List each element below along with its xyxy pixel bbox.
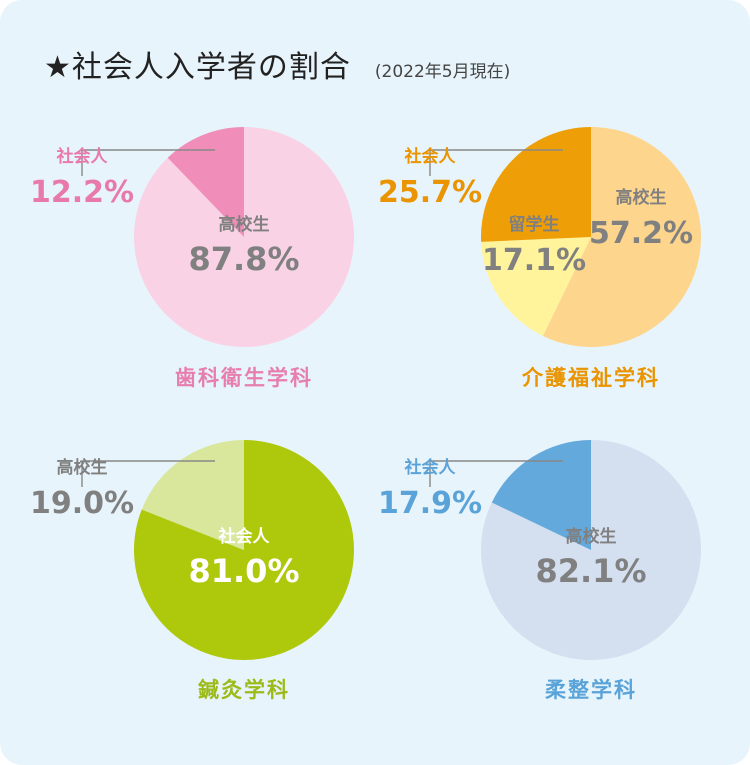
slice-label-judo-therapy-0: 高校生 <box>566 526 617 547</box>
chart-title-acupuncture: 鍼灸学科 <box>198 678 290 702</box>
chart-title-judo-therapy: 柔整学科 <box>545 678 637 702</box>
pie-slice-dental-hygiene-0 <box>134 127 355 347</box>
leader-line-judo-therapy <box>429 460 563 487</box>
slice-label-care-welfare-0: 高校生 <box>616 187 667 208</box>
slice-label-care-welfare-2: 社会人 <box>404 146 457 167</box>
slice-value-judo-therapy-1: 17.9% <box>378 486 482 521</box>
slice-label-care-welfare-1: 留学生 <box>509 214 560 235</box>
title-date: (2022年5月現在) <box>374 62 511 82</box>
leader-line-dental-hygiene <box>81 149 215 176</box>
slice-value-dental-hygiene-1: 12.2% <box>30 175 134 210</box>
slice-label-acupuncture-1: 高校生 <box>57 457 108 478</box>
leader-line-acupuncture <box>81 460 215 487</box>
slice-value-care-welfare-2: 25.7% <box>378 175 482 210</box>
slice-label-judo-therapy-1: 社会人 <box>404 457 457 478</box>
slice-label-acupuncture-0: 社会人 <box>218 526 271 547</box>
pie-slice-judo-therapy-0 <box>481 439 702 661</box>
pie-slice-acupuncture-1 <box>141 440 244 550</box>
slice-value-dental-hygiene-0: 87.8% <box>188 240 299 278</box>
chart-title-dental-hygiene: 歯科衛生学科 <box>175 366 313 390</box>
slice-value-acupuncture-0: 81.0% <box>188 552 299 590</box>
pie-slice-judo-therapy-1 <box>491 440 591 550</box>
pie-slice-acupuncture-0 <box>133 440 354 660</box>
slice-value-judo-therapy-0: 82.1% <box>535 552 646 590</box>
slice-label-dental-hygiene-0: 高校生 <box>219 214 270 235</box>
page-title: ★社会人入学者の割合 (2022年5月現在) <box>44 48 510 92</box>
pie-judo-therapy: 高校生 82.1% 社会人 17.9% 柔整学科 <box>378 439 702 702</box>
slice-value-acupuncture-1: 19.0% <box>30 486 134 521</box>
pie-slice-care-welfare-2 <box>481 127 591 242</box>
slice-label-dental-hygiene-1: 社会人 <box>56 146 109 167</box>
pie-acupuncture: 社会人 81.0% 高校生 19.0% 鍼灸学科 <box>30 440 354 702</box>
pie-dental-hygiene: 高校生 87.8% 社会人 12.2% 歯科衛生学科 <box>30 127 355 390</box>
title-main: ★社会人入学者の割合 <box>44 50 351 85</box>
leader-line-care-welfare <box>429 149 563 176</box>
pie-slice-dental-hygiene-1 <box>167 127 244 237</box>
pie-slice-care-welfare-0 <box>542 127 702 348</box>
slice-value-care-welfare-1: 17.1% <box>482 243 586 278</box>
chart-title-care-welfare: 介護福祉学科 <box>521 366 660 390</box>
pie-care-welfare: 高校生 57.2% 留学生 17.1% 社会人 25.7% 介護福祉学科 <box>378 127 702 390</box>
slice-value-care-welfare-0: 57.2% <box>589 216 693 251</box>
pie-slice-care-welfare-1 <box>481 237 591 336</box>
